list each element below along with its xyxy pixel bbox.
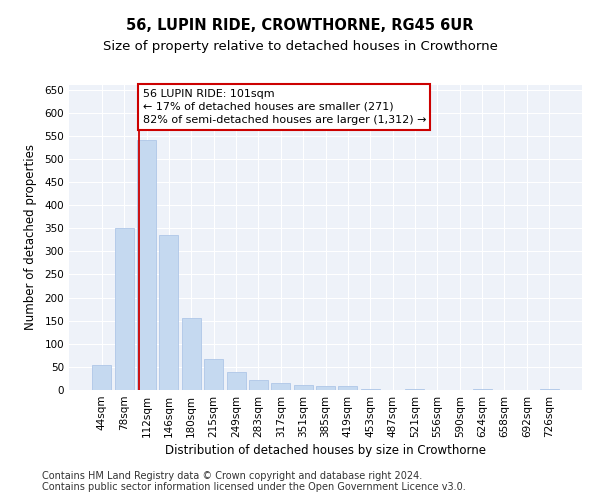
Bar [361, 389, 380, 390]
Text: 56, LUPIN RIDE, CROWTHORNE, RG45 6UR: 56, LUPIN RIDE, CROWTHORNE, RG45 6UR [126, 18, 474, 32]
Bar [115, 228, 134, 390]
Y-axis label: Number of detached properties: Number of detached properties [25, 144, 37, 330]
Bar [316, 386, 335, 390]
Text: Contains HM Land Registry data © Crown copyright and database right 2024.: Contains HM Land Registry data © Crown c… [42, 471, 422, 481]
Bar [227, 372, 245, 390]
Bar [338, 386, 358, 390]
Bar [137, 140, 156, 390]
Bar [473, 388, 491, 390]
X-axis label: Distribution of detached houses by size in Crowthorne: Distribution of detached houses by size … [165, 444, 486, 457]
Bar [160, 235, 178, 390]
Bar [204, 358, 223, 390]
Bar [271, 383, 290, 390]
Bar [249, 380, 268, 390]
Bar [539, 388, 559, 390]
Bar [406, 389, 424, 390]
Bar [293, 386, 313, 390]
Text: Size of property relative to detached houses in Crowthorne: Size of property relative to detached ho… [103, 40, 497, 53]
Bar [92, 364, 112, 390]
Bar [182, 318, 201, 390]
Text: Contains public sector information licensed under the Open Government Licence v3: Contains public sector information licen… [42, 482, 466, 492]
Text: 56 LUPIN RIDE: 101sqm
← 17% of detached houses are smaller (271)
82% of semi-det: 56 LUPIN RIDE: 101sqm ← 17% of detached … [143, 88, 426, 125]
